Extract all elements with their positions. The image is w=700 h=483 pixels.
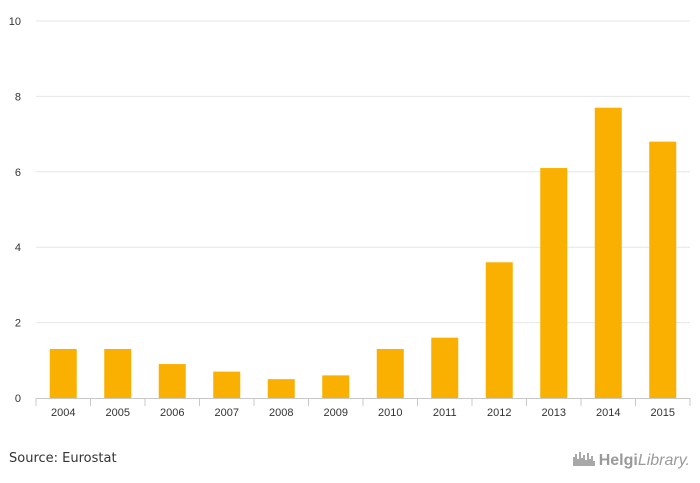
bar	[267, 379, 295, 398]
y-tick-label: 4	[15, 242, 21, 254]
y-tick-label: 8	[15, 91, 21, 103]
brand-name-bold: Helgi	[598, 451, 638, 469]
x-tick-label: 2014	[596, 407, 620, 419]
bars	[49, 107, 677, 399]
brand-name: HelgiLibrary.	[599, 452, 690, 470]
bar	[104, 348, 132, 398]
bar	[649, 141, 677, 398]
y-tick-label: 10	[9, 16, 21, 28]
city-skyline-icon	[572, 450, 596, 471]
bar-chart: 0 2 4 6 8 10 2004 2005 2006 2007 2008 2009 2010 2011…	[9, 16, 691, 419]
y-axis-labels: 0 2 4 6 8 10	[9, 16, 21, 405]
x-tick-label: 2007	[215, 407, 239, 419]
bar	[540, 168, 568, 398]
y-tick-label: 2	[15, 318, 21, 330]
x-tick-label: 2013	[542, 407, 566, 419]
x-tick-label: 2012	[487, 407, 511, 419]
bar	[431, 337, 459, 398]
x-axis	[35, 398, 691, 406]
source-note: Source: Eurostat	[9, 451, 117, 466]
y-tick-label: 0	[15, 393, 21, 405]
bar	[594, 107, 622, 399]
x-tick-label: 2008	[269, 407, 293, 419]
x-tick-label: 2004	[51, 407, 75, 419]
bar	[213, 371, 241, 398]
x-tick-label: 2009	[324, 407, 348, 419]
bar	[485, 262, 513, 398]
bar	[49, 348, 77, 398]
y-tick-label: 6	[15, 167, 21, 179]
x-tick-label: 2010	[378, 407, 402, 419]
gridlines	[36, 20, 690, 324]
brand-logo: HelgiLibrary.	[572, 450, 690, 471]
bar	[376, 348, 404, 398]
x-tick-label: 2005	[106, 407, 130, 419]
x-tick-label: 2011	[433, 407, 457, 419]
x-tick-label: 2006	[160, 407, 184, 419]
brand-name-rest: Library.	[637, 451, 690, 469]
x-axis-labels: 2004 2005 2006 2007 2008 2009 2010 2011 2012 2013…	[51, 407, 675, 419]
x-tick-label: 2015	[651, 407, 675, 419]
bar	[158, 364, 186, 398]
bar	[322, 375, 350, 398]
